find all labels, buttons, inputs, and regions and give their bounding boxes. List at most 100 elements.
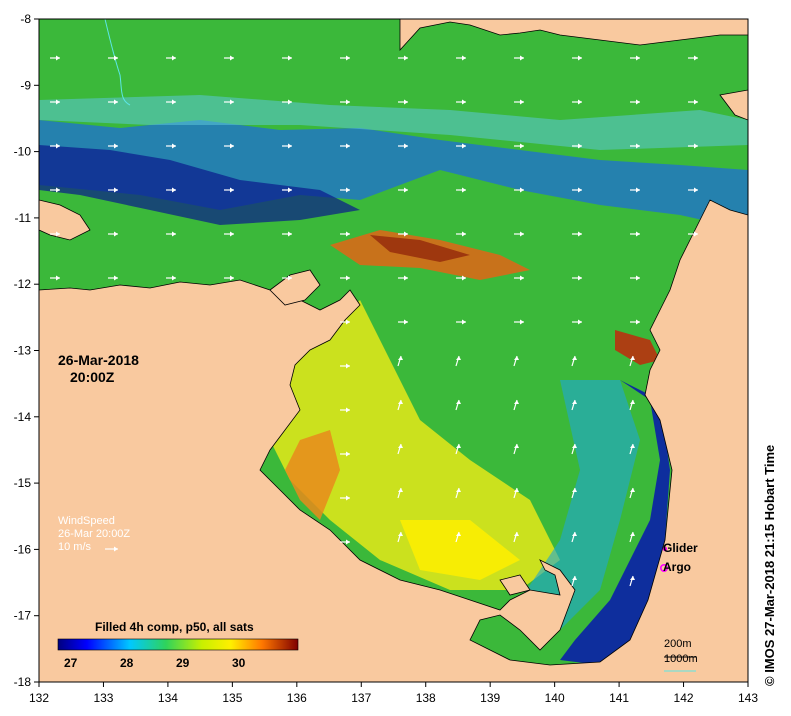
wind-arrow — [456, 231, 466, 237]
y-tick-label: -18 — [14, 675, 32, 689]
map-area — [39, 19, 748, 682]
wind-arrow — [572, 99, 582, 105]
wind-arrow — [282, 55, 292, 61]
land-island — [719, 89, 748, 121]
y-tick-label: -17 — [14, 609, 32, 623]
colorbar — [57, 638, 299, 651]
east-warm-patch — [615, 330, 660, 365]
wind-arrow — [571, 443, 577, 455]
x-axis: 132 133 134 135 136 137 138 139 140 141 142 143 — [29, 682, 758, 705]
wind-arrow — [456, 55, 466, 61]
wind-arrow — [282, 99, 292, 105]
wind-arrow — [513, 399, 519, 411]
wind-arrow — [50, 99, 60, 105]
wind-arrow — [166, 275, 176, 281]
mid-band — [39, 95, 748, 150]
y-tick-label: -8 — [20, 12, 31, 26]
land-tiwi — [39, 199, 91, 241]
wind-arrow — [630, 187, 640, 193]
wind-arrow — [688, 187, 698, 193]
wind-arrow — [630, 275, 640, 281]
wind-arrow — [340, 143, 350, 149]
wind-arrow — [340, 407, 350, 413]
y-tick-label: -11 — [15, 211, 32, 225]
map-time: 20:00Z — [70, 369, 115, 385]
y-axis: -8 -9 -10 -11 -12 -13 -14 -15 -16 -17 -18 — [14, 12, 39, 689]
wind-arrow — [514, 99, 524, 105]
wind-arrow — [397, 487, 403, 499]
wind-arrow — [630, 55, 640, 61]
colorbar-tick: 27 — [64, 656, 78, 670]
land-peninsula — [269, 269, 321, 306]
wind-arrow — [456, 99, 466, 105]
wind-arrow — [629, 487, 635, 499]
wind-arrow — [514, 231, 524, 237]
wind-arrow — [572, 231, 582, 237]
legend-argo: Argo — [663, 560, 691, 574]
wind-arrow — [340, 319, 350, 325]
east-coast-cold — [560, 380, 670, 665]
x-tick-label: 141 — [609, 691, 629, 705]
wind-arrow — [455, 531, 461, 543]
gulf-yellow — [400, 520, 520, 580]
wind-arrow — [571, 399, 577, 411]
wind-arrow — [50, 187, 60, 193]
gulf-warm — [270, 300, 560, 590]
wind-arrow — [571, 531, 577, 543]
colorbar-title: Filled 4h comp, p50, all sats — [95, 620, 254, 634]
scale-200m-label: 200m — [664, 638, 692, 650]
wind-arrow — [340, 451, 350, 457]
y-tick-label: -12 — [14, 277, 32, 291]
wind-arrow — [282, 187, 292, 193]
wind-arrow — [572, 275, 582, 281]
glider-marker — [662, 546, 668, 552]
wind-arrow — [282, 275, 292, 281]
wind-arrow — [629, 355, 635, 367]
wind-arrow — [224, 99, 234, 105]
wind-arrow — [514, 143, 524, 149]
wind-arrow — [688, 55, 698, 61]
wind-arrow — [514, 55, 524, 61]
x-tick-label: 140 — [545, 691, 565, 705]
wind-legend-date: 26-Mar 20:00Z — [58, 528, 131, 540]
wind-arrow — [455, 443, 461, 455]
wind-arrow — [455, 487, 461, 499]
wind-arrow — [629, 531, 635, 543]
wind-arrow — [630, 99, 640, 105]
wind-arrow — [398, 55, 408, 61]
hot-band — [370, 235, 470, 262]
wind-arrow — [340, 187, 350, 193]
scale-1000m-label: 1000m — [664, 653, 698, 665]
gulf-hot — [285, 430, 340, 520]
wind-arrow — [571, 575, 577, 587]
x-tick-label: 134 — [158, 691, 178, 705]
wind-arrow — [108, 55, 118, 61]
y-tick-label: -14 — [14, 410, 32, 424]
wind-arrow — [513, 531, 519, 543]
wind-arrow — [456, 319, 466, 325]
wind-arrow — [629, 399, 635, 411]
wind-arrow — [456, 275, 466, 281]
x-tick-label: 138 — [416, 691, 436, 705]
wind-legend-arrowhead — [114, 546, 118, 552]
wind-arrow — [397, 399, 403, 411]
wind-arrow — [572, 319, 582, 325]
wind-arrow — [513, 443, 519, 455]
wind-arrow — [630, 231, 640, 237]
x-tick-label: 133 — [93, 691, 113, 705]
wind-arrow — [282, 143, 292, 149]
colorbar-tick: 28 — [120, 656, 134, 670]
wind-arrow — [514, 187, 524, 193]
x-tick-label: 136 — [287, 691, 307, 705]
land-australia — [39, 199, 748, 682]
wind-arrow — [340, 363, 350, 369]
x-tick-label: 139 — [480, 691, 500, 705]
wind-arrow — [629, 575, 635, 587]
wind-arrow — [50, 275, 60, 281]
x-tick-label: 135 — [222, 691, 242, 705]
wind-arrow — [166, 231, 176, 237]
contour-200m — [104, 19, 131, 106]
wind-arrow — [398, 319, 408, 325]
wind-arrow — [688, 231, 698, 237]
